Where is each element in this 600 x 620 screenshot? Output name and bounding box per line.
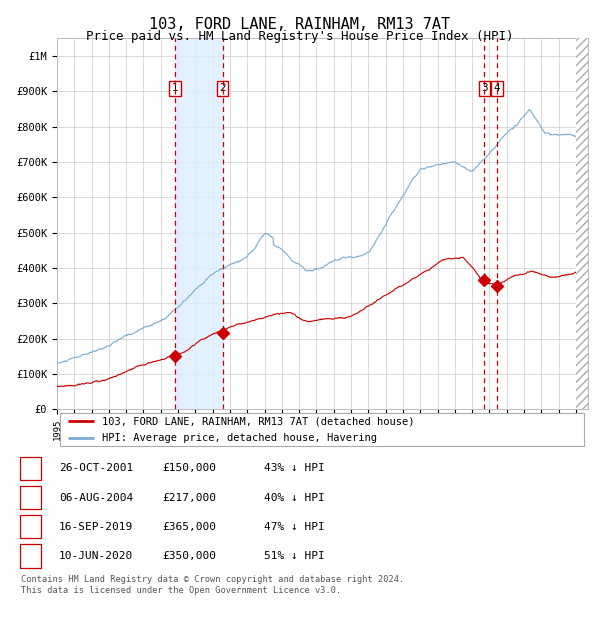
Text: £150,000: £150,000 — [162, 463, 216, 474]
Text: 3: 3 — [481, 84, 488, 94]
Text: 47% ↓ HPI: 47% ↓ HPI — [264, 521, 325, 532]
Text: 43% ↓ HPI: 43% ↓ HPI — [264, 463, 325, 474]
Text: £217,000: £217,000 — [162, 492, 216, 503]
Text: 103, FORD LANE, RAINHAM, RM13 7AT: 103, FORD LANE, RAINHAM, RM13 7AT — [149, 17, 451, 32]
Text: 4: 4 — [27, 551, 34, 561]
Text: 16-SEP-2019: 16-SEP-2019 — [59, 521, 133, 532]
Text: Price paid vs. HM Land Registry's House Price Index (HPI): Price paid vs. HM Land Registry's House … — [86, 30, 514, 43]
Text: £350,000: £350,000 — [162, 551, 216, 561]
Text: 51% ↓ HPI: 51% ↓ HPI — [264, 551, 325, 561]
Text: 3: 3 — [27, 521, 34, 532]
Text: 26-OCT-2001: 26-OCT-2001 — [59, 463, 133, 474]
Text: 2: 2 — [220, 84, 226, 94]
Text: 1: 1 — [27, 463, 34, 474]
FancyBboxPatch shape — [59, 413, 584, 446]
Text: HPI: Average price, detached house, Havering: HPI: Average price, detached house, Have… — [102, 433, 377, 443]
Text: 1: 1 — [172, 84, 178, 94]
Text: 10-JUN-2020: 10-JUN-2020 — [59, 551, 133, 561]
Text: £365,000: £365,000 — [162, 521, 216, 532]
Text: 4: 4 — [494, 84, 500, 94]
Text: 2: 2 — [27, 492, 34, 503]
Text: 103, FORD LANE, RAINHAM, RM13 7AT (detached house): 103, FORD LANE, RAINHAM, RM13 7AT (detac… — [102, 416, 415, 426]
Bar — [175, 38, 223, 409]
Polygon shape — [576, 38, 588, 409]
Text: 06-AUG-2004: 06-AUG-2004 — [59, 492, 133, 503]
Text: Contains HM Land Registry data © Crown copyright and database right 2024.
This d: Contains HM Land Registry data © Crown c… — [21, 575, 404, 595]
Text: 40% ↓ HPI: 40% ↓ HPI — [264, 492, 325, 503]
